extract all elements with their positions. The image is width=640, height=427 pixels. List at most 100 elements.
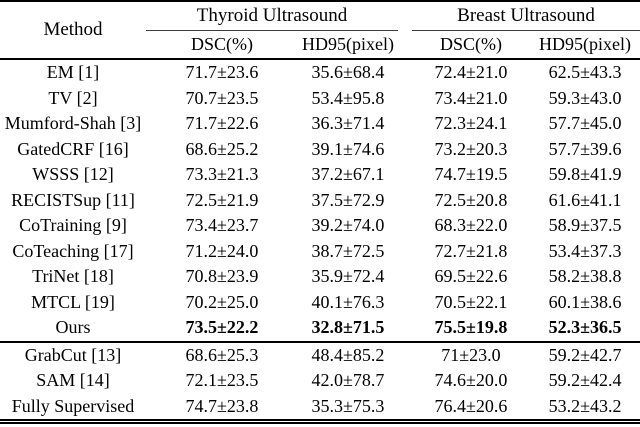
column-gap bbox=[398, 137, 412, 163]
value-cell: 71.7±22.6 bbox=[185, 113, 259, 133]
value-cell: 71±23.0 bbox=[441, 344, 501, 365]
column-gap bbox=[398, 239, 412, 265]
column-gap bbox=[398, 213, 412, 239]
table-row-grabcut: GrabCut [13] 68.6±25.3 48.4±85.2 71±23.0… bbox=[0, 342, 640, 369]
column-header-thyroid-dsc: DSC(%) bbox=[191, 34, 253, 54]
value-cell: 73.3±21.3 bbox=[185, 164, 259, 184]
value-cell: 48.4±85.2 bbox=[311, 344, 385, 365]
value-cell: 40.1±76.3 bbox=[311, 291, 385, 312]
value-cell: 58.9±37.5 bbox=[548, 215, 622, 235]
value-cell: 57.7±39.6 bbox=[548, 138, 622, 159]
table-row-coteaching: CoTeaching [17] 71.2±24.0 38.7±72.5 72.7… bbox=[0, 239, 640, 265]
table-row-wsss: WSSS [12] 73.3±21.3 37.2±67.1 74.7±19.5 … bbox=[0, 162, 640, 188]
value-cell: 68.6±25.3 bbox=[185, 344, 259, 365]
value-cell: 69.5±22.6 bbox=[434, 266, 508, 286]
value-cell: 37.2±67.1 bbox=[311, 164, 385, 184]
value-cell: 36.3±71.4 bbox=[311, 113, 385, 133]
method-cell: CoTeaching [17] bbox=[12, 240, 134, 261]
table-row-ours: Ours 73.5±22.2 32.8±71.5 75.5±19.8 52.3±… bbox=[0, 315, 640, 342]
value-cell: 59.2±42.7 bbox=[548, 344, 622, 365]
value-cell: 53.2±43.2 bbox=[548, 395, 622, 416]
value-cell: 74.7±23.8 bbox=[185, 395, 259, 416]
value-cell: 42.0±78.7 bbox=[311, 370, 385, 390]
column-gap bbox=[398, 264, 412, 290]
value-cell: 62.5±43.3 bbox=[548, 62, 622, 82]
table-row-cotraining: CoTraining [9] 73.4±23.7 39.2±74.0 68.3±… bbox=[0, 213, 640, 239]
value-cell: 76.4±20.6 bbox=[434, 395, 508, 416]
column-gap bbox=[398, 59, 412, 86]
value-cell: 38.7±72.5 bbox=[311, 240, 385, 261]
value-cell: 68.6±25.2 bbox=[185, 138, 259, 159]
group-header-thyroid-ultrasound: Thyroid Ultrasound bbox=[146, 1, 398, 31]
method-cell: Fully Supervised bbox=[11, 395, 135, 416]
table-row-em: EM [1] 71.7±23.6 35.6±68.4 72.4±21.0 62.… bbox=[0, 59, 640, 86]
value-cell: 74.6±20.0 bbox=[434, 370, 508, 390]
method-cell: TriNet [18] bbox=[32, 266, 114, 286]
column-gap bbox=[398, 315, 412, 342]
value-cell: 52.3±36.5 bbox=[548, 317, 622, 337]
value-cell: 60.1±38.6 bbox=[548, 291, 622, 312]
table-row-sam: SAM [14] 72.1±23.5 42.0±78.7 74.6±20.0 5… bbox=[0, 368, 640, 394]
table-row-mumford-shah: Mumford-Shah [3] 71.7±22.6 36.3±71.4 72.… bbox=[0, 111, 640, 137]
method-cell: GatedCRF [16] bbox=[17, 138, 129, 159]
value-cell: 37.5±72.9 bbox=[311, 189, 385, 210]
table-row-trinet: TriNet [18] 70.8±23.9 35.9±72.4 69.5±22.… bbox=[0, 264, 640, 290]
method-cell: EM [1] bbox=[46, 62, 100, 82]
method-cell: Ours bbox=[55, 317, 91, 337]
value-cell: 73.2±20.3 bbox=[434, 138, 508, 159]
method-cell: TV [2] bbox=[48, 87, 98, 108]
column-gap bbox=[398, 342, 412, 369]
method-cell: SAM [14] bbox=[36, 370, 110, 390]
value-cell: 59.8±41.9 bbox=[548, 164, 622, 184]
column-gap bbox=[398, 162, 412, 188]
value-cell: 58.2±38.8 bbox=[548, 266, 622, 286]
column-gap bbox=[398, 290, 412, 316]
value-cell: 53.4±95.8 bbox=[311, 87, 385, 108]
value-cell: 57.7±45.0 bbox=[548, 113, 622, 133]
value-cell: 72.3±24.1 bbox=[434, 113, 508, 133]
table-header: Method Thyroid Ultrasound Breast Ultraso… bbox=[0, 1, 640, 59]
value-cell: 59.3±43.0 bbox=[548, 87, 622, 108]
method-cell: CoTraining [9] bbox=[19, 215, 127, 235]
value-cell: 70.8±23.9 bbox=[185, 266, 259, 286]
subheader-row: DSC(%) HD95(pixel) DSC(%) HD95(pixel) bbox=[0, 31, 640, 60]
value-cell: 73.4±21.0 bbox=[434, 87, 508, 108]
table-row-recistsup: RECISTSup [11] 72.5±21.9 37.5±72.9 72.5±… bbox=[0, 188, 640, 214]
value-cell: 68.3±22.0 bbox=[434, 215, 508, 235]
column-gap bbox=[398, 368, 412, 394]
value-cell: 70.5±22.1 bbox=[434, 291, 508, 312]
method-cell: MTCL [19] bbox=[31, 291, 115, 312]
column-header-thyroid-hd95: HD95(pixel) bbox=[302, 34, 394, 54]
value-cell: 72.5±20.8 bbox=[434, 189, 508, 210]
weakly-supervised-section: EM [1] 71.7±23.6 35.6±68.4 72.4±21.0 62.… bbox=[0, 59, 640, 342]
value-cell: 71.7±23.6 bbox=[185, 62, 259, 82]
value-cell: 71.2±24.0 bbox=[185, 240, 259, 261]
column-header-breast-hd95: HD95(pixel) bbox=[539, 34, 631, 54]
value-cell: 70.7±23.5 bbox=[185, 87, 259, 108]
column-header-breast-dsc: DSC(%) bbox=[440, 34, 502, 54]
value-cell: 72.5±21.9 bbox=[185, 189, 259, 210]
value-cell: 32.8±71.5 bbox=[311, 317, 385, 337]
column-gap bbox=[398, 111, 412, 137]
table-row-fully-supervised: Fully Supervised 74.7±23.8 35.3±75.3 76.… bbox=[0, 394, 640, 422]
value-cell: 72.4±21.0 bbox=[434, 62, 508, 82]
value-cell: 75.5±19.8 bbox=[434, 317, 508, 337]
value-cell: 39.2±74.0 bbox=[311, 215, 385, 235]
value-cell: 73.4±23.7 bbox=[185, 215, 259, 235]
value-cell: 35.9±72.4 bbox=[311, 266, 385, 286]
group-header-breast-ultrasound: Breast Ultrasound bbox=[412, 1, 640, 31]
value-cell: 59.2±42.4 bbox=[548, 370, 622, 390]
column-gap bbox=[398, 1, 412, 59]
value-cell: 70.2±25.0 bbox=[185, 291, 259, 312]
table-row-mtcl: MTCL [19] 70.2±25.0 40.1±76.3 70.5±22.1 … bbox=[0, 290, 640, 316]
column-gap bbox=[398, 394, 412, 422]
value-cell: 74.7±19.5 bbox=[434, 164, 508, 184]
method-cell: RECISTSup [11] bbox=[11, 189, 135, 210]
method-cell: Mumford-Shah [3] bbox=[4, 113, 142, 133]
value-cell: 39.1±74.6 bbox=[311, 138, 385, 159]
group-header-row: Method Thyroid Ultrasound Breast Ultraso… bbox=[0, 1, 640, 40]
value-cell: 61.6±41.1 bbox=[548, 189, 622, 210]
value-cell: 35.3±75.3 bbox=[311, 395, 385, 416]
column-gap bbox=[398, 188, 412, 214]
